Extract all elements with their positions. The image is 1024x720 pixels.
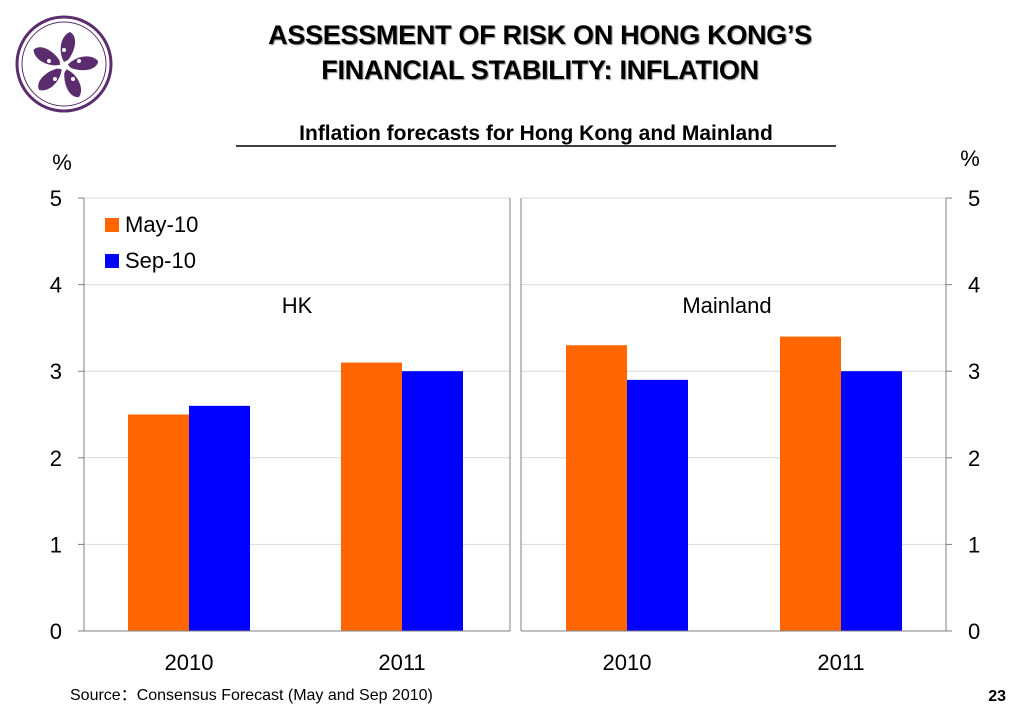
x-tick-label-mainland-2010: 2010 (603, 650, 652, 675)
legend-label-1: Sep-10 (125, 248, 196, 273)
slide-title-line2: FINANCIAL STABILITY: INFLATION (321, 55, 759, 85)
y-tick-label-left-5: 5 (50, 186, 62, 211)
y-tick-label-left-2: 2 (50, 446, 62, 471)
y-tick-label-right-5: 5 (968, 186, 980, 211)
y-tick-label-left-0: 0 (50, 619, 62, 644)
legend-label-0: May-10 (125, 212, 198, 237)
hkma-logo (15, 15, 113, 113)
legend-swatch-0 (105, 218, 119, 232)
y-tick-label-left-1: 1 (50, 532, 62, 557)
bar-hk-2011-s0 (341, 362, 402, 631)
y-tick-label-right-1: 1 (968, 532, 980, 557)
bar-mainland-2011-s0 (780, 336, 841, 631)
source-note: Source：Consensus Forecast (May and Sep 2… (70, 687, 433, 704)
bar-mainland-2010-s0 (566, 345, 627, 631)
x-tick-label-hk-2010: 2010 (165, 650, 214, 675)
y-tick-label-right-2: 2 (968, 446, 980, 471)
y-tick-label-left-3: 3 (50, 359, 62, 384)
bar-hk-2010-s0 (128, 414, 189, 631)
y-tick-label-right-4: 4 (968, 273, 980, 298)
page-number: 23 (988, 688, 1006, 705)
x-tick-label-mainland-2011: 2011 (817, 650, 864, 675)
bar-hk-2011-s1 (402, 371, 463, 631)
slide-title-line1: ASSESSMENT OF RISK ON HONG KONG’S (268, 20, 812, 50)
legend-swatch-1 (105, 254, 119, 268)
slide-title: ASSESSMENT OF RISK ON HONG KONG’S FINANC… (140, 18, 940, 88)
bar-mainland-2010-s1 (627, 379, 688, 631)
y-tick-label-left-4: 4 (50, 273, 62, 298)
x-tick-label-hk-2011: 2011 (378, 650, 425, 675)
panel-label-hk: HK (282, 293, 313, 318)
y-axis-unit-left: % (52, 150, 72, 175)
panel-label-mainland: Mainland (682, 293, 771, 318)
bar-mainland-2011-s1 (841, 371, 902, 631)
y-tick-label-right-0: 0 (968, 619, 980, 644)
chart-title: Inflation forecasts for Hong Kong and Ma… (299, 122, 773, 145)
y-axis-unit-right: % (960, 146, 980, 171)
y-tick-label-right-3: 3 (968, 359, 980, 384)
bar-hk-2010-s1 (189, 405, 250, 631)
